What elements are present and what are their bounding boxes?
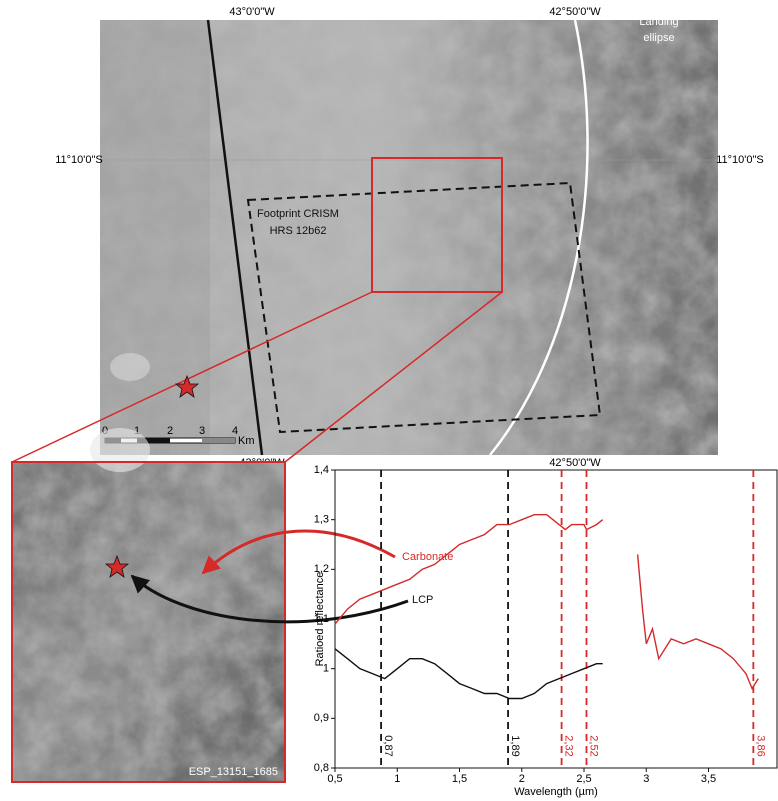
figure: Landing ellipse Footprint CRISM HRS 12b6… (0, 0, 778, 801)
coord-label: 43°0'0"W (229, 6, 275, 18)
x-tick-label: 3,5 (701, 773, 716, 785)
coord-label: 11°10'0"S (716, 154, 764, 166)
plot-frame (335, 470, 777, 768)
ellipse-label: Landing (639, 16, 678, 28)
scale-seg (202, 438, 235, 443)
x-tick-label: 3 (643, 773, 649, 785)
footprint-label: Footprint CRISM (257, 208, 339, 220)
inset-texture (12, 462, 285, 782)
bright-patch (90, 428, 150, 472)
map-shade (100, 20, 210, 455)
inset-label: ESP_13151_1685 (189, 766, 278, 778)
spectrum-line (335, 515, 758, 689)
x-tick-label: 1,5 (452, 773, 467, 785)
y-tick-label: 0,9 (314, 712, 329, 724)
scale-label: 2 (167, 425, 173, 437)
band-label: 3,86 (754, 735, 766, 756)
y-tick-label: 1,1 (314, 613, 329, 625)
scale-unit: Km (238, 435, 255, 447)
bright-patch (110, 353, 150, 381)
spectrum-chart: Ratioed reflectance Wavelength (µm) 0,80… (314, 464, 777, 798)
coord-label: 42°50'0"W (549, 6, 601, 18)
y-tick-label: 1,4 (314, 464, 329, 476)
spectrum-line (335, 649, 603, 699)
series-label: Carbonate (402, 551, 453, 563)
y-tick-label: 1,2 (314, 563, 329, 575)
x-tick-label: 2 (519, 773, 525, 785)
coord-label: 42°50'0"W (549, 457, 601, 469)
band-label: 1,89 (509, 735, 521, 756)
x-tick-label: 2,5 (576, 773, 591, 785)
y-tick-label: 1 (323, 663, 329, 675)
y-tick-label: 1,3 (314, 514, 329, 526)
series-label: LCP (412, 594, 433, 606)
band-label: 2,52 (588, 735, 600, 756)
map: Landing ellipse Footprint CRISM HRS 12b6… (100, 16, 718, 455)
band-label: 0,87 (382, 735, 394, 756)
x-tick-label: 0,5 (327, 773, 342, 785)
scale-label: 3 (199, 425, 205, 437)
coord-label: 11°10'0"S (55, 154, 103, 166)
x-axis-label: Wavelength (µm) (514, 786, 598, 798)
ellipse-label: ellipse (643, 32, 674, 44)
band-label: 2,32 (563, 735, 575, 756)
footprint-label: HRS 12b62 (270, 225, 327, 237)
x-tick-label: 1 (394, 773, 400, 785)
